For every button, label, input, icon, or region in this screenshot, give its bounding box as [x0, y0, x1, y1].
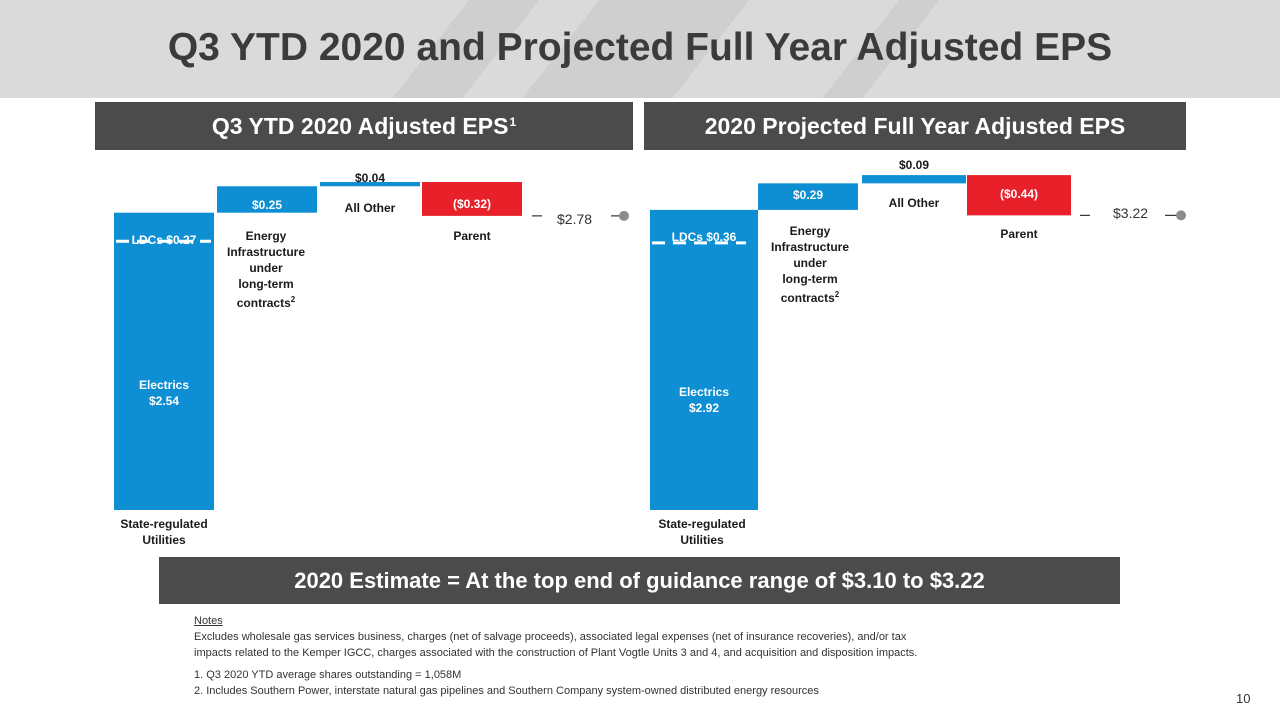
right-energy-line-2: Infrastructure — [770, 240, 850, 254]
right-panel-header-text: 2020 Projected Full Year Adjusted EPS — [704, 112, 1126, 139]
page-title: Q3 YTD 2020 and Projected Full Year Adju… — [167, 26, 1113, 69]
right-state-regulated-label: State-regulated Utilities — [632, 516, 772, 548]
notes-line-2: impacts related to the Kemper IGCC, char… — [194, 647, 918, 659]
right-energy-line-3: under — [793, 256, 827, 270]
left-state-regulated-bar — [114, 212, 214, 510]
left-energy-line-1: Energy — [245, 229, 287, 243]
right-parent-bar — [967, 175, 1071, 216]
left-energy-label: Energy Infrastructure under long-term co… — [206, 228, 326, 311]
left-state-line1: State-regulated — [120, 517, 208, 531]
right-energy-footnote: 2 — [834, 290, 840, 299]
estimate-text: 2020 Estimate = At the top end of guidan… — [294, 567, 985, 593]
left-total-label: $2.78 — [557, 211, 593, 227]
right-parent-name: Parent — [1000, 227, 1038, 241]
right-panel-header: 2020 Projected Full Year Adjusted EPS — [644, 102, 1186, 150]
left-energy-infrastructure-bar — [217, 186, 317, 213]
left-panel-header-text: Q3 YTD 2020 Adjusted EPS — [211, 112, 509, 139]
right-ldc-label: LDCs $0.36 — [671, 230, 737, 244]
left-energy-line-4: long-term — [238, 277, 294, 291]
right-total-marker — [1176, 210, 1186, 221]
notes-heading: Notes — [194, 615, 223, 627]
right-energy-line-5: contracts — [780, 291, 835, 305]
left-state-line2: Utilities — [142, 533, 186, 547]
left-ldc-label: LDCs $0.27 — [131, 233, 197, 247]
right-electrics-value: $2.92 — [688, 401, 720, 415]
right-energy-infrastructure-bar — [758, 183, 858, 210]
estimate-banner: 2020 Estimate = At the top end of guidan… — [159, 557, 1120, 604]
left-electrics-value: $2.54 — [148, 394, 180, 408]
left-parent-name: Parent — [453, 229, 491, 243]
left-state-regulated-label: State-regulated Utilities — [94, 516, 234, 548]
right-state-line1: State-regulated — [658, 517, 746, 531]
left-parent-bar — [422, 182, 522, 216]
footnote-2: 2. Includes Southern Power, interstate n… — [194, 685, 819, 697]
left-energy-value: $0.25 — [251, 198, 283, 212]
right-energy-line-4: long-term — [782, 272, 838, 286]
right-parent-value: ($0.44) — [999, 187, 1039, 201]
left-all-other-bar — [320, 182, 420, 187]
left-header-footnote: 1 — [509, 115, 517, 129]
left-electrics-name: Electrics — [138, 378, 190, 392]
footnotes: 1. Q3 2020 YTD average shares outstandin… — [194, 667, 1094, 699]
right-electrics-name: Electrics — [678, 385, 730, 399]
footnote-1: 1. Q3 2020 YTD average shares outstandin… — [194, 669, 462, 681]
right-total-label: $3.22 — [1113, 205, 1149, 221]
left-total-marker — [619, 210, 629, 221]
right-energy-line-1: Energy — [789, 224, 831, 238]
right-other-value: $0.09 — [898, 158, 930, 172]
left-other-name: All Other — [344, 201, 396, 215]
left-other-value: $0.04 — [354, 171, 386, 185]
right-energy-value: $0.29 — [792, 188, 824, 202]
left-energy-line-5: contracts — [236, 296, 291, 310]
left-energy-line-2: Infrastructure — [226, 245, 306, 259]
right-state-regulated-bar — [650, 209, 758, 510]
notes-section: Notes Excludes wholesale gas services bu… — [194, 613, 1094, 699]
left-electrics-label: Electrics $2.54 — [114, 377, 214, 409]
right-electrics-label: Electrics $2.92 — [650, 384, 758, 416]
right-other-name: All Other — [888, 196, 940, 210]
right-state-line2: Utilities — [680, 533, 724, 547]
title-band — [0, 0, 1280, 98]
left-energy-footnote: 2 — [290, 295, 296, 304]
left-energy-line-3: under — [249, 261, 283, 275]
left-parent-value: ($0.32) — [452, 197, 492, 211]
page-number: 10 — [1236, 691, 1251, 706]
left-panel-header: Q3 YTD 2020 Adjusted EPS 1 — [95, 102, 633, 150]
notes-line-1: Excludes wholesale gas services business… — [194, 631, 907, 643]
right-all-other-bar — [862, 175, 966, 184]
right-energy-label: Energy Infrastructure under long-term co… — [750, 223, 870, 306]
